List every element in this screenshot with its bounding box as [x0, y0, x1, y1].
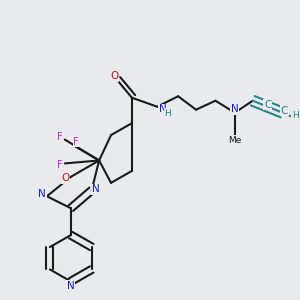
Text: N: N	[231, 104, 239, 114]
Text: O: O	[61, 173, 70, 183]
Text: O: O	[110, 71, 118, 81]
Text: N: N	[92, 184, 100, 194]
Text: C: C	[264, 100, 271, 110]
Text: F: F	[73, 137, 79, 147]
Text: N: N	[67, 280, 75, 291]
Text: F: F	[57, 160, 62, 170]
Text: H: H	[292, 111, 298, 120]
Text: Me: Me	[228, 136, 242, 145]
Text: F: F	[57, 132, 62, 142]
Text: N: N	[38, 189, 46, 199]
Text: C: C	[281, 106, 288, 116]
Text: H: H	[164, 109, 171, 118]
Text: N: N	[159, 104, 167, 114]
